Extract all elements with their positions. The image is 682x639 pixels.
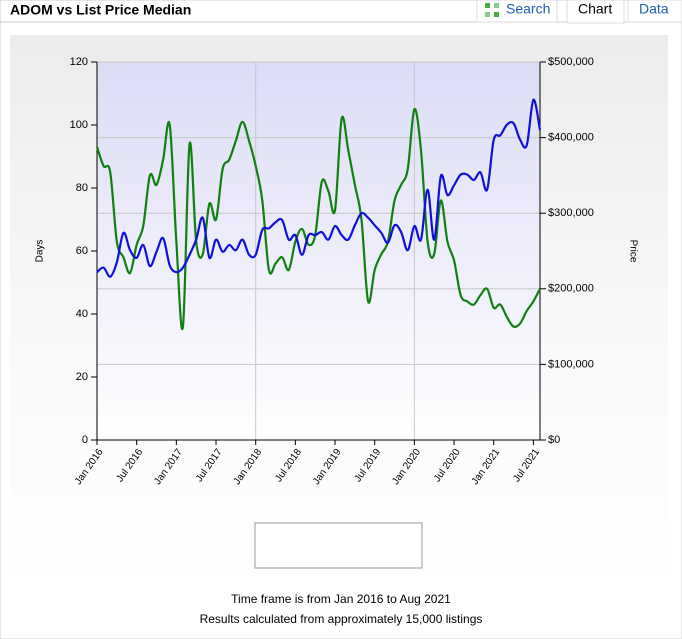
tab-data[interactable]: Data (627, 0, 682, 23)
tab-label[interactable]: Data (639, 1, 669, 17)
y-tick-label: 120 (70, 56, 88, 68)
y-tick-label: 40 (76, 308, 88, 320)
y2-tick-label: $100,000 (548, 358, 594, 370)
series-line (96, 98, 542, 278)
y2-tick-label: $0 (548, 434, 560, 446)
y-tick-label: 60 (76, 245, 88, 257)
footer-line: Time frame is from Jan 2016 to Aug 2021 (231, 592, 451, 606)
tab-label[interactable]: Chart (578, 1, 612, 17)
plot-area (97, 62, 540, 440)
page-title: ADOM vs List Price Median (10, 2, 191, 18)
y2-tick-label: $200,000 (548, 283, 594, 295)
legend (254, 522, 423, 569)
tab-label[interactable]: Search (506, 1, 550, 17)
y-tick-label: 20 (76, 371, 88, 383)
y-tick-label: 100 (70, 119, 88, 131)
y-tick-label: 0 (82, 434, 88, 446)
y2-tick-label: $400,000 (548, 132, 594, 144)
y2-tick-label: $300,000 (548, 207, 594, 219)
y-tick-label: 80 (76, 182, 88, 194)
y2-axis-label: Price (627, 240, 638, 263)
y-axis-label: Days (35, 240, 46, 263)
footer-line: Results calculated from approximately 15… (200, 612, 483, 626)
y2-tick-label: $500,000 (548, 56, 594, 68)
tab-search[interactable]: Search (476, 0, 558, 23)
tab-chart[interactable]: Chart (566, 0, 625, 24)
